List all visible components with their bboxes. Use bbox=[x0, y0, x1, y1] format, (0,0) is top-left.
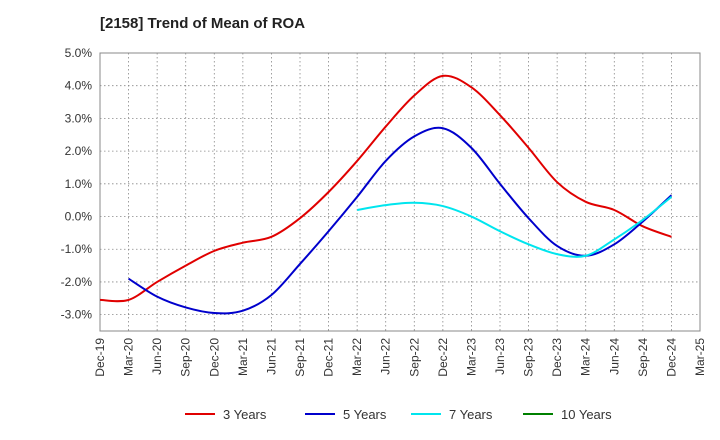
x-tick-label: Mar-23 bbox=[464, 338, 478, 376]
x-tick-label: Sep-20 bbox=[179, 338, 193, 377]
x-tick-label: Dec-22 bbox=[436, 338, 450, 377]
y-tick-label: 1.0% bbox=[65, 177, 93, 191]
y-tick-label: -2.0% bbox=[61, 275, 93, 289]
y-tick-label: 4.0% bbox=[65, 79, 93, 93]
plot-frame bbox=[99, 52, 701, 332]
x-tick-label: Sep-23 bbox=[522, 338, 536, 377]
x-tick-label: Dec-19 bbox=[93, 338, 107, 377]
x-tick-label: Jun-21 bbox=[264, 338, 278, 375]
x-tick-label: Sep-21 bbox=[293, 338, 307, 377]
y-tick-label: -3.0% bbox=[61, 308, 93, 322]
y-tick-label: 0.0% bbox=[65, 210, 93, 224]
series-line-7-years bbox=[356, 196, 673, 258]
legend-label-7-years: 7 Years bbox=[449, 407, 493, 422]
x-tick-label: Jun-20 bbox=[150, 338, 164, 375]
y-tick-label: 3.0% bbox=[65, 111, 93, 125]
x-tick-label: Mar-20 bbox=[122, 338, 136, 376]
x-tick-label: Dec-24 bbox=[664, 338, 678, 377]
x-tick-label: Mar-24 bbox=[579, 338, 593, 376]
x-tick-label: Mar-25 bbox=[693, 338, 707, 376]
x-tick-label: Sep-24 bbox=[636, 338, 650, 377]
chart-title: [2158] Trend of Mean of ROA bbox=[100, 15, 305, 32]
x-tick-label: Dec-20 bbox=[207, 338, 221, 377]
legend: 3 Years 5 Years 7 Years 10 Years bbox=[185, 407, 612, 422]
x-tick-label: Jun-22 bbox=[379, 338, 393, 375]
plot-area: Dec-19 Mar-20 Jun-20 Sep-20 Dec-20 Mar-21 Jun-… bbox=[61, 46, 707, 377]
legend-label-3-years: 3 Years bbox=[223, 407, 267, 422]
x-tick-label: Sep-22 bbox=[407, 338, 421, 377]
x-tick-label: Dec-23 bbox=[550, 338, 564, 377]
legend-label-5-years: 5 Years bbox=[343, 407, 387, 422]
y-tick-label: 2.0% bbox=[65, 144, 93, 158]
y-tick-label: -1.0% bbox=[61, 242, 93, 256]
x-tick-label: Mar-22 bbox=[350, 338, 364, 376]
x-tick-label: Mar-21 bbox=[236, 338, 250, 376]
y-tick-label: 5.0% bbox=[65, 46, 93, 60]
legend-label-10-years: 10 Years bbox=[561, 407, 612, 422]
x-tick-label: Dec-21 bbox=[322, 338, 336, 377]
x-tick-label: Jun-24 bbox=[607, 338, 621, 375]
x-tick-label: Jun-23 bbox=[493, 338, 507, 375]
series-line-3-years bbox=[99, 74, 672, 303]
